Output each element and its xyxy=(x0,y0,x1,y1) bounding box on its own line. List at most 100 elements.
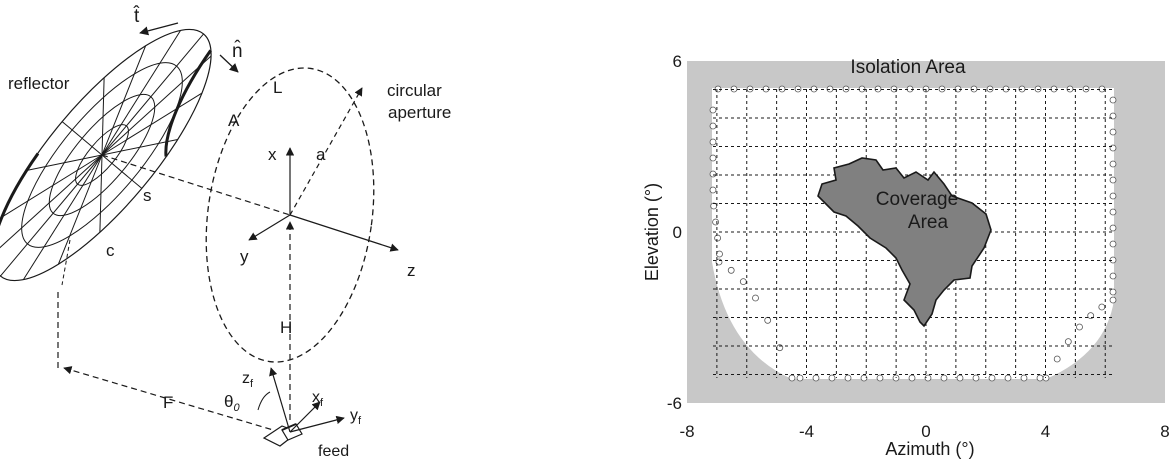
reflector-spoke xyxy=(101,154,143,189)
center-line xyxy=(101,154,291,216)
y-axis-arrow xyxy=(248,214,291,241)
boundary-dot xyxy=(1020,374,1028,382)
y-tick-label: 6 xyxy=(673,52,682,71)
boundary-dot xyxy=(709,106,717,114)
x-axis-label: Azimuth (°) xyxy=(885,439,974,459)
y-tick-label: -6 xyxy=(667,394,682,413)
boundary-dot xyxy=(1109,192,1117,200)
x-label: x xyxy=(268,145,277,164)
boundary-dot xyxy=(764,316,772,324)
theta0-label: θ0 xyxy=(224,392,240,414)
boundary-dot xyxy=(709,186,717,194)
boundary-dot xyxy=(844,374,852,382)
reflector-spoke xyxy=(101,92,203,156)
boundary-dot xyxy=(709,170,717,178)
boundary-dot xyxy=(1004,374,1012,382)
boundary-dot xyxy=(709,138,717,146)
boundary-dot xyxy=(1109,128,1117,136)
reflector-spoke xyxy=(0,154,103,255)
boundary-dot xyxy=(1109,96,1117,104)
boundary-dot xyxy=(1064,338,1072,346)
circular-label: circular xyxy=(387,81,442,100)
xf-label: xf xyxy=(312,389,324,409)
boundary-dot xyxy=(1109,144,1117,152)
feed-horn xyxy=(262,423,303,447)
reflector-spoke xyxy=(61,121,103,156)
feed-label: feed xyxy=(318,443,349,460)
boundary-dot xyxy=(876,374,884,382)
boundary-dot xyxy=(712,218,719,226)
radius-a xyxy=(289,87,363,216)
reflector-spoke xyxy=(101,55,212,156)
boundary-dot xyxy=(1109,272,1117,280)
boundary-dot xyxy=(714,234,721,242)
reflector-spoke xyxy=(101,33,204,156)
s-label: s xyxy=(143,186,152,205)
boundary-dot xyxy=(796,374,804,382)
x-tick-label: 8 xyxy=(1160,422,1169,441)
y-label: y xyxy=(240,247,249,266)
boundary-dot xyxy=(1036,374,1044,382)
coverage-label-line1: Coverage xyxy=(876,189,958,210)
x-tick-label: -8 xyxy=(679,422,694,441)
coverage-label-line2: Area xyxy=(908,212,949,233)
zf-label: zf xyxy=(242,370,254,390)
boundary-dot xyxy=(1109,296,1117,304)
A-label: A xyxy=(228,111,240,130)
H-label: H xyxy=(280,318,292,337)
aperture-label: aperture xyxy=(388,103,451,122)
boundary-dot xyxy=(1109,288,1117,296)
z-axis-arrow xyxy=(289,214,399,252)
boundary-dot xyxy=(988,374,996,382)
reflector-spoke xyxy=(99,154,103,233)
coverage-map: Isolation Area Coverage Area -8 -4 0 4 8 6 0 -… xyxy=(642,52,1170,459)
reflector-spoke xyxy=(101,30,182,156)
isolation-area-label: Isolation Area xyxy=(850,57,966,78)
theta0-arc xyxy=(257,391,271,411)
z-label: z xyxy=(407,261,416,280)
boundary-dot xyxy=(1109,224,1117,232)
y-tick-labels: 6 0 -6 xyxy=(667,52,682,413)
reflector-spoke xyxy=(101,77,105,156)
boundary-dot xyxy=(1076,323,1083,331)
boundary-dot xyxy=(1109,208,1117,216)
boundary-dot xyxy=(1109,160,1117,168)
reflector-spoke xyxy=(22,154,103,280)
reflector-spoke xyxy=(0,154,103,277)
boundary-dot xyxy=(972,374,980,382)
F-label: F xyxy=(163,393,173,412)
focal-F-line xyxy=(63,366,281,433)
boundary-dot xyxy=(727,266,735,274)
boundary-dot xyxy=(709,154,717,162)
yf-label: yf xyxy=(350,407,362,427)
yf-arrow xyxy=(289,415,345,433)
isolation-boundary-dots xyxy=(709,85,1117,382)
boundary-dot xyxy=(908,374,916,382)
y-tick-label: 0 xyxy=(673,223,682,242)
x-tick-labels: -8 -4 0 4 8 xyxy=(679,422,1169,441)
boundary-dot xyxy=(1098,303,1106,311)
n-hat-vector xyxy=(219,54,239,73)
t-hat-label: t̂ xyxy=(132,5,140,27)
boundary-dot xyxy=(924,374,932,382)
boundary-dot xyxy=(739,278,747,286)
reflector-spoke xyxy=(1,154,103,218)
reflector-spoke xyxy=(101,139,178,156)
n-hat-label: n̂ xyxy=(232,40,243,62)
boundary-dot xyxy=(788,374,796,382)
reflector-dish xyxy=(0,28,212,282)
xf-arrow xyxy=(289,401,321,433)
boundary-dot xyxy=(1109,240,1117,248)
x-tick-label: 0 xyxy=(921,422,930,441)
t-hat-vector xyxy=(139,22,179,36)
y-axis-label: Elevation (°) xyxy=(642,183,662,281)
reflector-spoke xyxy=(101,45,147,156)
reflector-label: reflector xyxy=(8,74,70,93)
circular-aperture xyxy=(205,67,375,363)
boundary-dot xyxy=(1109,176,1117,184)
reflector-inner-line xyxy=(61,239,71,286)
boundary-dot xyxy=(1053,355,1061,363)
c-label: c xyxy=(106,241,115,260)
boundary-dot xyxy=(812,374,820,382)
